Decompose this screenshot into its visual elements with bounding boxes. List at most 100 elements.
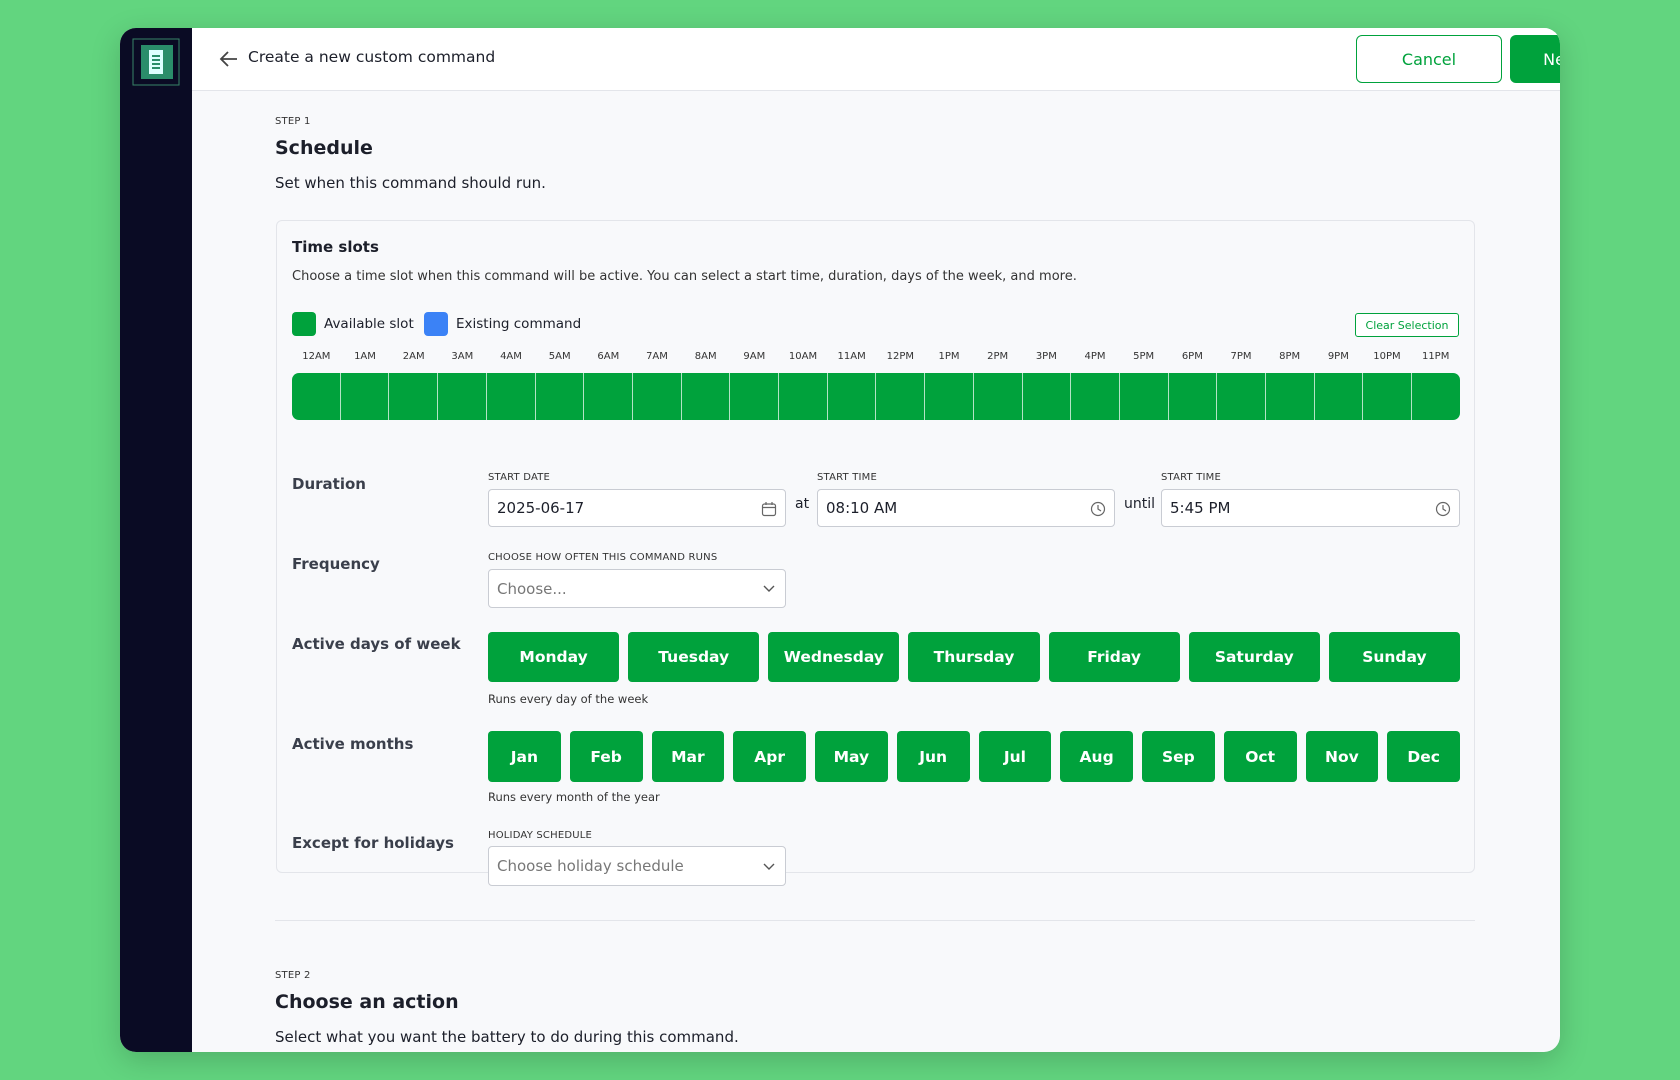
slot-cell[interactable] — [1071, 373, 1120, 420]
date-input[interactable]: 2025-06-17 — [488, 489, 786, 527]
slot-cell[interactable] — [1363, 373, 1413, 420]
helper-text: Runs every day of the week — [488, 692, 649, 706]
slot-cell[interactable] — [1217, 373, 1267, 420]
month-button[interactable]: May — [815, 731, 888, 782]
slot-cell[interactable] — [1169, 373, 1218, 420]
slot-cell[interactable] — [876, 373, 926, 420]
cancel-button[interactable]: Cancel — [1356, 35, 1502, 83]
hour-label: 10AM — [788, 351, 818, 362]
slot-cell[interactable] — [584, 373, 633, 420]
day-button[interactable]: Saturday — [1188, 632, 1320, 682]
chevron — [763, 585, 775, 592]
month-button[interactable]: Nov — [1305, 731, 1379, 782]
hour-label: 8AM — [694, 351, 717, 362]
hour-label: 7AM — [646, 351, 668, 362]
hour-label: 3AM — [451, 351, 474, 362]
hour-label: 7PM — [1230, 351, 1252, 362]
hour-labels: 12AM 1AM 2AM 3AM 4AM 5AM 6AM 7AM 8AM 9AM 10AM 11AM 1… — [292, 351, 1460, 371]
slot-cell[interactable] — [779, 373, 828, 420]
slot-cell[interactable] — [341, 373, 390, 420]
time-input[interactable]: 08:10 AM — [817, 489, 1115, 527]
hour-label: 10PM — [1373, 351, 1401, 362]
hour-label: 9PM — [1327, 351, 1349, 362]
month-button[interactable]: Aug — [1060, 731, 1133, 782]
day-button[interactable]: Friday — [1048, 632, 1180, 682]
input-value: 5:45 PM — [1170, 499, 1231, 517]
clock-icon — [1090, 501, 1106, 517]
slot-bar — [292, 373, 1460, 420]
slot-cell[interactable] — [389, 373, 439, 420]
slot-cell[interactable] — [828, 373, 877, 420]
day-button[interactable]: Sunday — [1328, 632, 1460, 682]
holiday-select[interactable]: Choose holiday schedule — [488, 846, 786, 886]
slot-cell[interactable] — [487, 373, 536, 420]
hour-label: 9AM — [743, 351, 766, 362]
sidebar — [120, 28, 192, 1052]
header: Create a new custom command Cancel Next … — [192, 28, 1560, 91]
slot-cell[interactable] — [974, 373, 1023, 420]
row-label: Except for holidays — [292, 834, 454, 852]
step-title: Choose an action — [275, 991, 459, 1013]
slot-cell[interactable] — [730, 373, 780, 420]
hour-label: 4AM — [500, 351, 522, 362]
hour-label: 1PM — [938, 351, 960, 362]
slot-cell[interactable] — [1315, 373, 1364, 420]
frequency-select[interactable]: Choose... — [488, 569, 786, 608]
day-button[interactable]: Thursday — [908, 632, 1040, 682]
clear-button[interactable]: Clear Selection — [1355, 313, 1459, 337]
hour-label: 5PM — [1133, 351, 1155, 362]
slot-cell[interactable] — [1120, 373, 1169, 420]
helper-text: Runs every month of the year — [488, 790, 660, 804]
hour-label: 3PM — [1035, 351, 1057, 362]
month-button[interactable]: Mar — [651, 731, 725, 782]
slot-cell[interactable] — [682, 373, 731, 420]
slot-cell[interactable] — [1266, 373, 1315, 420]
field-label: CHOOSE HOW OFTEN THIS COMMAND RUNS — [488, 552, 718, 563]
hour-label: 11AM — [837, 351, 866, 362]
month-button[interactable]: Jun — [896, 731, 970, 782]
day-button[interactable]: Wednesday — [768, 632, 900, 682]
hour-label: 12PM — [886, 351, 915, 362]
next-button[interactable]: Next Step — [1510, 35, 1560, 83]
legend-swatch — [292, 312, 316, 336]
hour-label: 8PM — [1279, 351, 1301, 362]
slot-cell[interactable] — [1023, 373, 1072, 420]
chevron — [763, 863, 775, 870]
row-label: Active months — [292, 735, 414, 753]
hour-label: 6AM — [597, 351, 620, 362]
logo — [132, 38, 180, 86]
step-description: Select what you want the battery to do d… — [275, 1028, 739, 1046]
field-label: HOLIDAY SCHEDULE — [488, 830, 593, 841]
slot-cell[interactable] — [1412, 373, 1460, 420]
slot-cell[interactable] — [633, 373, 682, 420]
field-label: START TIME — [817, 472, 878, 483]
legend-label: Available slot — [324, 316, 414, 332]
time-input[interactable]: 5:45 PM — [1161, 489, 1460, 527]
field-label: START DATE — [488, 472, 551, 483]
month-button[interactable]: Apr — [733, 731, 806, 782]
hour-label: 1AM — [354, 351, 376, 362]
hour-label: 2PM — [987, 351, 1009, 362]
day-button[interactable]: Tuesday — [628, 632, 760, 682]
month-button[interactable]: Dec — [1387, 731, 1460, 782]
placeholder: Choose holiday schedule — [497, 857, 684, 875]
slot-cell[interactable] — [925, 373, 974, 420]
hour-label: 11PM — [1421, 351, 1450, 362]
time-slots-card: Time slots Choose a time slot when this … — [276, 220, 1475, 886]
day-button[interactable]: Monday — [488, 632, 620, 682]
page-title: Create a new custom command — [248, 48, 496, 66]
back-arrow[interactable] — [218, 48, 240, 70]
month-button[interactable]: Sep — [1142, 731, 1215, 782]
month-button[interactable]: Feb — [569, 731, 643, 782]
connector-text: until — [1124, 496, 1156, 512]
month-button[interactable]: Jul — [978, 731, 1052, 782]
month-button[interactable]: Jan — [488, 731, 561, 782]
month-button[interactable]: Oct — [1223, 731, 1297, 782]
slot-cell[interactable] — [536, 373, 585, 420]
slot-cell[interactable] — [292, 373, 341, 420]
step-title: Schedule — [275, 137, 373, 159]
step-label: STEP 2 — [275, 970, 311, 981]
slot-cell[interactable] — [438, 373, 487, 420]
hour-label: 6PM — [1181, 351, 1203, 362]
legend-swatch — [424, 312, 448, 336]
